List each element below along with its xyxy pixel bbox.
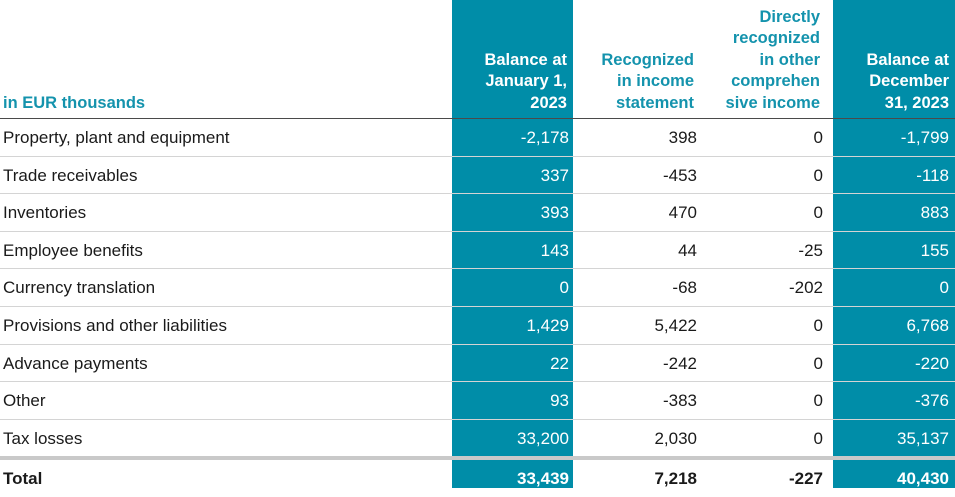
row-income-statement: -68 — [672, 278, 697, 297]
highlight-column-closing-balance — [833, 0, 955, 488]
highlight-column-opening-balance — [452, 0, 573, 488]
header-income-statement: Recognized in income statement — [601, 50, 694, 112]
row-label: Provisions and other liabilities — [3, 316, 227, 335]
row-income-statement: 470 — [668, 203, 697, 222]
row-opening-balance: 33,200 — [517, 429, 569, 448]
total-divider — [0, 456, 955, 460]
row-label: Tax losses — [3, 429, 83, 448]
row-divider — [0, 156, 955, 157]
row-closing-balance: 35,137 — [897, 429, 949, 448]
row-other-comprehensive-income: 0 — [813, 354, 823, 373]
row-income-statement: 398 — [668, 128, 697, 147]
row-closing-balance: -1,799 — [900, 128, 949, 147]
row-other-comprehensive-income: 0 — [813, 203, 823, 222]
row-closing-balance: -220 — [914, 354, 949, 373]
row-divider — [0, 231, 955, 232]
row-label: Inventories — [3, 203, 87, 222]
row-income-statement: 44 — [678, 241, 697, 260]
row-label: Other — [3, 391, 46, 410]
row-opening-balance: 393 — [540, 203, 569, 222]
row-income-statement: 2,030 — [654, 429, 697, 448]
row-divider — [0, 344, 955, 345]
total-opening-balance: 33,439 — [517, 469, 569, 488]
header-closing-balance: Balance at December 31, 2023 — [866, 50, 949, 112]
row-other-comprehensive-income: -202 — [788, 278, 823, 297]
total-income-statement: 7,218 — [654, 469, 697, 488]
row-divider — [0, 381, 955, 382]
row-divider — [0, 306, 955, 307]
row-other-comprehensive-income: 0 — [813, 128, 823, 147]
unit-label: in EUR thousands — [3, 93, 146, 112]
row-opening-balance: -2,178 — [520, 128, 569, 147]
row-opening-balance: 22 — [550, 354, 569, 373]
row-income-statement: 5,422 — [654, 316, 697, 335]
row-other-comprehensive-income: 0 — [813, 429, 823, 448]
row-income-statement: -453 — [662, 166, 697, 185]
row-label: Trade receivables — [3, 166, 138, 185]
header-divider — [0, 118, 955, 119]
row-opening-balance: 1,429 — [526, 316, 569, 335]
total-other-comprehensive-income: -227 — [788, 469, 823, 488]
row-other-comprehensive-income: 0 — [813, 391, 823, 410]
row-divider — [0, 419, 955, 420]
row-closing-balance: -118 — [916, 166, 949, 185]
row-closing-balance: 0 — [939, 278, 949, 297]
row-label: Employee benefits — [3, 241, 143, 260]
row-label: Currency translation — [3, 278, 156, 297]
total-label: Total — [3, 469, 43, 488]
row-closing-balance: 883 — [920, 203, 949, 222]
row-closing-balance: 6,768 — [906, 316, 949, 335]
row-closing-balance: -376 — [914, 391, 949, 410]
row-other-comprehensive-income: 0 — [813, 316, 823, 335]
row-label: Property, plant and equipment — [3, 128, 230, 147]
row-opening-balance: 143 — [540, 241, 569, 260]
header-other-comprehensive-income: Directly recognized in other comprehen s… — [725, 7, 820, 112]
row-income-statement: -242 — [662, 354, 697, 373]
row-opening-balance: 337 — [540, 166, 569, 185]
row-closing-balance: 155 — [920, 241, 949, 260]
row-other-comprehensive-income: -25 — [798, 241, 823, 260]
row-label: Advance payments — [3, 354, 148, 373]
row-opening-balance: 0 — [559, 278, 569, 297]
row-divider — [0, 268, 955, 269]
row-opening-balance: 93 — [550, 391, 569, 410]
row-other-comprehensive-income: 0 — [813, 166, 823, 185]
row-income-statement: -383 — [662, 391, 697, 410]
header-opening-balance: Balance at January 1, 2023 — [484, 50, 567, 112]
total-closing-balance: 40,430 — [897, 469, 949, 488]
row-divider — [0, 193, 955, 194]
